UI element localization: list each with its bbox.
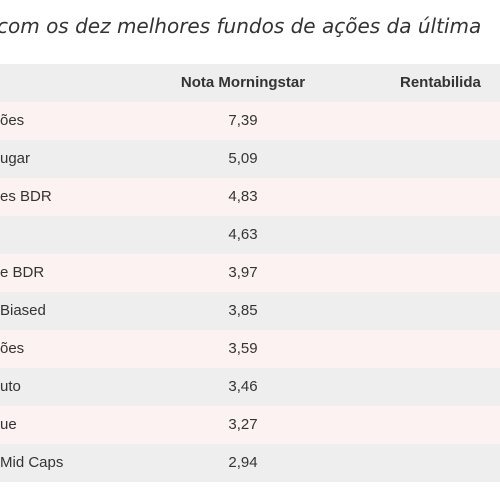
fund-name-cell: ões [0, 112, 25, 129]
table-row: 4,63 [0, 216, 500, 254]
table-header-row: Nota Morningstar Rentabilida [0, 64, 500, 102]
caption-text: com os dez melhores fundos de ações da ú… [0, 14, 482, 38]
nota-cell: 7,39 [228, 112, 258, 129]
fund-name-cell: uto [0, 378, 21, 395]
rentabilidade-cell [400, 254, 500, 292]
rentabilidade-cell [400, 102, 500, 140]
table-row: uto 3,46 [0, 368, 500, 406]
rentabilidade-cell [400, 406, 500, 444]
rentabilidade-cell [400, 216, 500, 254]
nota-cell: 3,97 [228, 264, 258, 281]
rentabilidade-cell [400, 330, 500, 368]
nota-cell: 3,27 [228, 416, 258, 433]
nota-cell: 4,63 [228, 226, 258, 243]
table-row: ões 3,59 [0, 330, 500, 368]
table-row: ões 7,39 [0, 102, 500, 140]
table-row: ue 3,27 [0, 406, 500, 444]
rentabilidade-cell [400, 140, 500, 178]
nota-cell: 4,83 [228, 188, 258, 205]
fund-name-cell [0, 216, 150, 254]
rentabilidade-cell [400, 178, 500, 216]
rentabilidade-cell [400, 444, 500, 482]
fund-name-cell: ue [0, 416, 17, 433]
header-rentabilidade: Rentabilida [400, 74, 481, 91]
fund-name-cell: ões [0, 340, 25, 357]
table-row: es BDR 4,83 [0, 178, 500, 216]
fund-name-cell: Biased [0, 302, 46, 319]
rentabilidade-cell [400, 368, 500, 406]
nota-cell: 2,94 [228, 454, 258, 471]
fund-name-cell: e BDR [0, 264, 45, 281]
fund-name-cell: es BDR [0, 188, 52, 205]
header-nota-morningstar: Nota Morningstar [180, 74, 306, 91]
nota-cell: 3,46 [228, 378, 258, 395]
table-row: e BDR 3,97 [0, 254, 500, 292]
header-fund [0, 64, 150, 102]
table-row: ugar 5,09 [0, 140, 500, 178]
fund-name-cell: ugar [0, 150, 31, 167]
nota-cell: 5,09 [228, 150, 258, 167]
table-caption: com os dez melhores fundos de ações da ú… [0, 11, 500, 41]
nota-cell: 3,85 [228, 302, 258, 319]
table-row: Mid Caps 2,94 [0, 444, 500, 482]
nota-cell: 3,59 [228, 340, 258, 357]
table-row: Biased 3,85 [0, 292, 500, 330]
funds-table: Nota Morningstar Rentabilida ões 7,39 ug… [0, 64, 500, 482]
rentabilidade-cell [400, 292, 500, 330]
fund-name-cell: Mid Caps [0, 454, 64, 471]
